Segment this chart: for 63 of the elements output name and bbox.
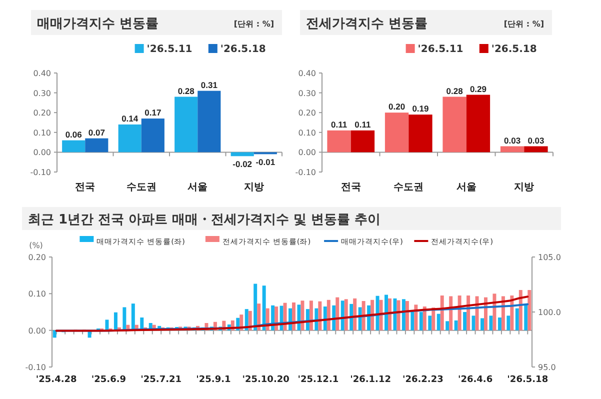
legend-label: '26.5.11: [146, 44, 192, 55]
y-tick-label: 0.10: [28, 290, 46, 299]
data-label: 0.07: [88, 127, 106, 138]
x-tick-label: 서울: [188, 182, 208, 193]
y-tick-label: 0.30: [298, 88, 316, 98]
data-label: 0.11: [330, 119, 348, 130]
data-label: 0.11: [354, 119, 372, 130]
data-label: 0.28: [446, 86, 464, 96]
y-tick-label: 0.40: [33, 69, 51, 78]
data-label: -0.02: [232, 159, 252, 170]
x-tick-label: 수도권: [126, 182, 156, 193]
x-tick-label: 전국: [75, 182, 96, 193]
x-tick-label: '25.4.28: [36, 375, 77, 385]
x-tick-label: '25.12.1: [298, 375, 339, 385]
text: [단위 : %]: [234, 20, 274, 28]
y-tick-label: 0.20: [28, 253, 46, 262]
y-tick-label: -0.10: [30, 168, 51, 177]
y-tick-label: 0.30: [33, 88, 51, 98]
chart-title: 최근 1년간 전국 아파트 매매・전세가격지수 및 변동률 추이: [28, 212, 381, 228]
x-tick-label: '25.10.20: [242, 375, 290, 385]
data-label: 0.29: [470, 84, 487, 94]
x-tick-label: 지방: [244, 182, 264, 193]
data-label: -0.01: [256, 157, 276, 168]
legend-label: '26.5.11: [418, 44, 464, 55]
data-label: 0.17: [144, 108, 162, 118]
data-label: 0.06: [65, 129, 82, 140]
y2-tick-label: 105.0: [538, 253, 561, 262]
x-tick-label: '26.4.6: [458, 375, 493, 385]
y-tick-label: 0.00: [298, 148, 316, 158]
data-label: 0.03: [528, 135, 545, 146]
y-tick-label: 0.20: [298, 108, 316, 118]
y-tick-label: 0.00: [33, 148, 51, 158]
y-tick-label: 0.20: [33, 108, 51, 118]
data-label: 0.03: [504, 135, 521, 146]
x-tick-label: 서울: [456, 182, 476, 193]
chart-title: 매매가격지수 변동률: [37, 16, 159, 32]
chart-title: 전세가격지수 변동률: [306, 16, 428, 32]
y-tick-label: 0.00: [28, 326, 46, 336]
data-label: 0.19: [412, 104, 430, 114]
data-label: 0.31: [200, 80, 218, 90]
y-tick-label: -0.10: [25, 363, 46, 372]
y2-tick-label: 95.0: [538, 363, 556, 372]
y-tick-label: 0.40: [298, 69, 316, 78]
x-tick-label: '25.7.21: [140, 375, 182, 385]
y-tick-label: 0.10: [33, 128, 51, 138]
legend-label: '26.5.18: [491, 44, 537, 55]
x-tick-label: '25.9.1: [196, 375, 231, 385]
y2-tick-label: 100.0: [538, 308, 561, 317]
x-tick-label: '26.1.12: [350, 375, 391, 385]
data-label: 0.20: [388, 102, 406, 112]
data-label: 0.28: [178, 86, 195, 96]
y-axis-title: (%): [29, 241, 43, 250]
x-tick-label: 전국: [340, 182, 361, 193]
data-label: 0.14: [122, 113, 138, 124]
x-tick-label: '25.6.9: [91, 375, 126, 385]
x-tick-label: 수도권: [394, 182, 424, 193]
x-tick-label: '26.2.23: [402, 375, 444, 385]
legend-label: '26.5.18: [220, 44, 266, 55]
y-tick-label: -0.10: [295, 168, 316, 177]
y-tick-label: 0.10: [298, 128, 316, 138]
x-tick-label: 지방: [514, 182, 534, 193]
text: [단위 : %]: [504, 20, 544, 28]
x-tick-label: '26.5.18: [507, 375, 548, 385]
